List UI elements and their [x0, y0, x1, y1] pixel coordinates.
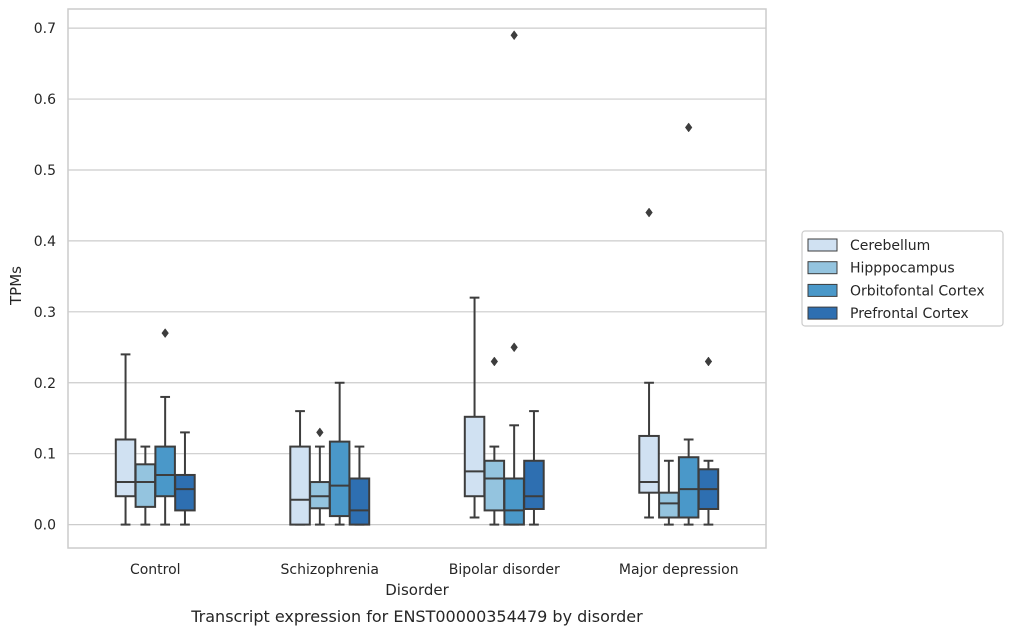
box-cerebellum — [289, 410, 311, 526]
y-tick-label: 0.6 — [34, 92, 56, 108]
box-cerebellum — [463, 296, 486, 519]
y-tick-label: 0.5 — [34, 163, 56, 179]
box-hipppocampus — [483, 356, 506, 526]
y-axis-label: TPMs — [7, 266, 25, 306]
box-cerebellum — [114, 353, 137, 526]
box-orbitofontal-cortex — [503, 30, 525, 526]
outlier-point — [684, 122, 693, 133]
box-iqr — [483, 459, 506, 512]
x-tick-label: Schizophrenia — [281, 562, 379, 578]
plot-frame — [67, 8, 767, 549]
x-tick-label: Bipolar disorder — [449, 562, 560, 578]
y-tick-label: 0.7 — [34, 21, 56, 37]
box-iqr — [523, 459, 545, 510]
box-iqr — [289, 445, 311, 526]
box-hipppocampus — [658, 459, 680, 526]
y-tick-labels: 0.0 0.1 0.2 0.3 0.4 0.5 0.6 0.7 — [34, 21, 56, 533]
box-iqr — [154, 445, 176, 498]
legend-swatch — [807, 261, 838, 275]
box-iqr — [677, 456, 700, 519]
outlier-point — [704, 356, 713, 367]
legend-label: Prefrontal Cortex — [850, 306, 969, 322]
y-tick-label: 0.4 — [34, 234, 56, 250]
outlier-point — [645, 207, 653, 218]
outlier-point — [490, 356, 499, 367]
y-tick-label: 0.3 — [34, 305, 56, 321]
box-iqr — [348, 477, 371, 526]
box-iqr — [503, 477, 525, 526]
legend-label: Cerebellum — [850, 238, 930, 254]
box-iqr — [134, 463, 157, 508]
outlier-point — [510, 342, 518, 353]
box-hipppocampus — [134, 445, 157, 526]
chart-caption: Transcript expression for ENST0000035447… — [190, 607, 643, 626]
box-orbitofontal-cortex — [154, 328, 176, 526]
box-iqr — [638, 434, 660, 494]
box-orbitofontal-cortex — [328, 381, 351, 526]
legend-swatch — [807, 238, 838, 252]
box-prefrontal-cortex — [348, 445, 371, 526]
box-iqr — [328, 440, 351, 518]
box-prefrontal-cortex — [523, 410, 545, 526]
box-orbitofontal-cortex — [677, 122, 700, 526]
box-iqr — [658, 491, 680, 519]
box-iqr — [309, 481, 331, 510]
box-iqr — [174, 473, 196, 512]
legend-swatch — [807, 306, 838, 320]
y-tick-label: 0.2 — [34, 376, 56, 392]
legend-label: Hipppocampus — [850, 261, 955, 277]
box-prefrontal-cortex — [174, 431, 196, 526]
legend: Cerebellum Hipppocampus Orbitofontal Corte… — [801, 230, 1004, 327]
legend-swatch — [807, 283, 838, 297]
x-tick-label: Major depression — [619, 562, 739, 578]
x-tick-label: Control — [130, 562, 181, 578]
legend-label: Orbitofontal Cortex — [850, 283, 985, 299]
y-tick-label: 0.0 — [34, 518, 56, 534]
box-iqr — [463, 415, 486, 498]
x-tick-labels: Control Schizophrenia Bipolar disorder Majo… — [130, 562, 739, 578]
box-groups — [114, 30, 720, 526]
box-cerebellum — [638, 207, 660, 519]
box-hipppocampus — [309, 427, 331, 526]
x-axis-label: Disorder — [385, 581, 449, 599]
box-prefrontal-cortex — [697, 356, 720, 526]
outlier-point — [510, 30, 518, 41]
legend-frame — [801, 230, 1004, 327]
box-iqr — [114, 438, 137, 498]
y-tick-label: 0.1 — [34, 447, 56, 463]
outlier-point — [161, 328, 169, 339]
outlier-point — [316, 427, 324, 438]
